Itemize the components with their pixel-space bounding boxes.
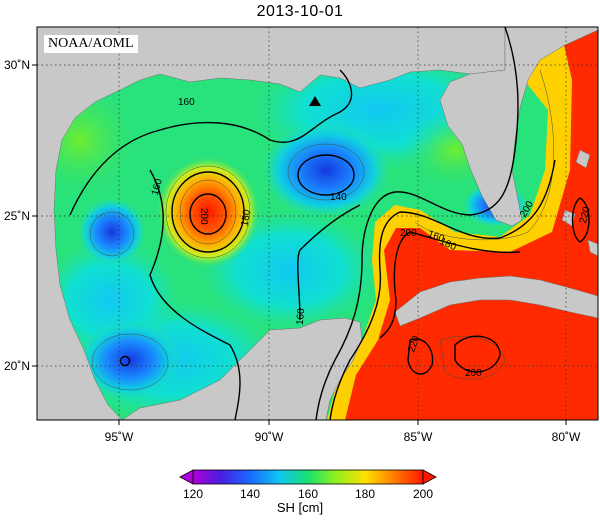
grid — [37, 27, 598, 420]
contour-label: 200 — [400, 228, 417, 239]
contour-180 — [171, 171, 245, 253]
contour-220-east — [571, 197, 590, 243]
map-frame — [36, 26, 599, 421]
lon-tick-label: 80˚W — [552, 430, 581, 444]
colorbar-tick-label: 140 — [240, 487, 260, 501]
contour-label: 180 — [239, 208, 253, 227]
thin-contours — [89, 69, 554, 391]
contour-160-north — [69, 69, 353, 216]
blue-eddy-west — [78, 198, 146, 266]
land-cuba — [394, 275, 598, 327]
contour-label: 200 — [465, 368, 482, 379]
credit-label: NOAA/AOML — [44, 35, 138, 53]
contour-200 — [189, 193, 227, 235]
triangle-marker — [309, 96, 321, 106]
lat-tick-label: 25˚N — [4, 209, 30, 223]
lon-tick-label: 95˚W — [105, 430, 134, 444]
contour-label: 160 — [295, 307, 307, 325]
contour-200-caribbean — [454, 335, 501, 373]
bold-contours — [69, 27, 590, 420]
lon-tick-label: 85˚W — [404, 430, 433, 444]
map-title: 2013-10-01 — [256, 3, 344, 20]
lat-tick-label: 30˚N — [4, 58, 30, 72]
contour-200-loop — [379, 231, 521, 339]
contour-label: 140 — [330, 192, 347, 203]
colorbar-scale — [192, 469, 424, 485]
land-bahamas — [561, 149, 598, 257]
tick-marks — [32, 64, 567, 425]
colorbar-right-arrow — [422, 469, 437, 485]
contour-160-west — [149, 169, 241, 420]
contour-160-east — [297, 204, 361, 321]
colorbar-left-arrow — [179, 469, 194, 485]
colorbar-tick-label: 200 — [413, 487, 433, 501]
land-us-gulf-coast — [37, 27, 506, 420]
contour-label: 160 — [150, 177, 165, 196]
lat-tick-label: 20˚N — [4, 359, 30, 373]
contour-labels: 160 160 160 140 180 200 180 160 200 220 … — [150, 95, 593, 379]
contour-label: 200 — [198, 208, 209, 225]
colorbar: 120 140 160 180 200 — [179, 469, 437, 501]
contour-label: 160 — [178, 97, 195, 108]
contour-220-caribbean — [407, 338, 434, 375]
lon-tick-label: 90˚W — [255, 430, 284, 444]
colorbar-label: SH [cm] — [276, 500, 324, 515]
contour-140-sw — [119, 355, 131, 367]
land-florida — [439, 27, 598, 227]
colorbar-tick-label: 120 — [183, 487, 203, 501]
blue-eddy-northeast — [262, 122, 390, 218]
colorbar-tick-label: 180 — [355, 487, 375, 501]
colorbar-tick-label: 160 — [298, 487, 318, 501]
contour-160-loop — [315, 27, 519, 420]
contour-180-loop — [329, 159, 556, 420]
lat-labels: 30˚N 25˚N 20˚N — [4, 58, 30, 373]
contour-label: 220 — [578, 205, 593, 224]
contour-140 — [297, 154, 355, 196]
land-yucatan — [121, 317, 363, 420]
lon-labels: 95˚W 90˚W 85˚W 80˚W — [105, 430, 581, 444]
